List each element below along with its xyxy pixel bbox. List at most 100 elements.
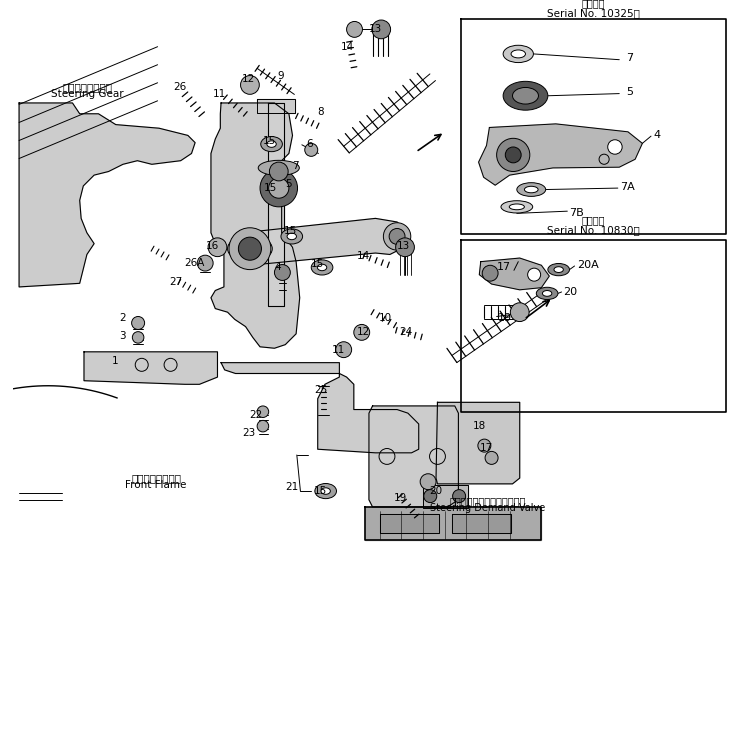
Text: 15: 15 xyxy=(283,226,297,236)
Polygon shape xyxy=(461,19,726,234)
Circle shape xyxy=(607,140,622,154)
Ellipse shape xyxy=(511,50,526,58)
Text: 11: 11 xyxy=(213,89,226,100)
Text: 20: 20 xyxy=(563,287,577,297)
Text: 18: 18 xyxy=(473,421,486,431)
Text: 1: 1 xyxy=(111,356,118,366)
Circle shape xyxy=(420,474,436,490)
Circle shape xyxy=(506,147,521,163)
Ellipse shape xyxy=(269,187,278,194)
Polygon shape xyxy=(423,485,468,509)
Text: 20: 20 xyxy=(429,486,443,496)
Polygon shape xyxy=(479,124,643,185)
Circle shape xyxy=(132,332,144,343)
Circle shape xyxy=(336,342,352,358)
Polygon shape xyxy=(211,103,300,348)
Polygon shape xyxy=(461,240,726,411)
Text: 5: 5 xyxy=(285,179,292,190)
Text: 13: 13 xyxy=(369,24,382,34)
Polygon shape xyxy=(221,362,419,453)
Polygon shape xyxy=(84,352,218,384)
Ellipse shape xyxy=(512,87,539,104)
Text: 26A: 26A xyxy=(184,258,204,268)
Text: 17: 17 xyxy=(480,443,493,453)
Circle shape xyxy=(384,223,411,250)
Polygon shape xyxy=(268,103,283,307)
Text: フロントフレーム: フロントフレーム xyxy=(131,473,181,483)
Polygon shape xyxy=(479,258,549,290)
Text: 7B: 7B xyxy=(568,208,583,217)
Circle shape xyxy=(346,21,363,37)
Text: 15: 15 xyxy=(310,259,324,269)
Circle shape xyxy=(257,420,269,432)
Text: 14: 14 xyxy=(340,42,354,52)
Text: 17: 17 xyxy=(497,263,511,272)
Ellipse shape xyxy=(317,264,327,271)
Ellipse shape xyxy=(503,45,533,62)
Ellipse shape xyxy=(238,241,262,256)
Text: 3: 3 xyxy=(119,331,126,341)
Text: 16: 16 xyxy=(206,241,219,251)
Circle shape xyxy=(229,228,271,269)
Text: 14: 14 xyxy=(358,251,370,261)
Ellipse shape xyxy=(227,236,272,262)
Ellipse shape xyxy=(315,484,337,498)
Text: 19: 19 xyxy=(393,493,407,504)
Text: 19: 19 xyxy=(498,313,512,323)
Circle shape xyxy=(269,162,288,181)
Text: 4: 4 xyxy=(274,263,280,272)
Circle shape xyxy=(482,265,498,281)
Text: 25: 25 xyxy=(314,385,327,395)
Text: 7: 7 xyxy=(292,162,298,171)
Text: 20A: 20A xyxy=(577,260,598,269)
Text: 2: 2 xyxy=(119,313,126,323)
Circle shape xyxy=(424,490,437,503)
Text: 8: 8 xyxy=(317,108,324,117)
Text: 13: 13 xyxy=(397,241,410,251)
Text: 23: 23 xyxy=(242,428,255,438)
Text: 9: 9 xyxy=(277,70,283,81)
Polygon shape xyxy=(257,100,295,113)
Polygon shape xyxy=(452,514,511,533)
Circle shape xyxy=(354,324,370,340)
Ellipse shape xyxy=(509,204,524,210)
Circle shape xyxy=(239,237,262,261)
Ellipse shape xyxy=(287,234,296,239)
Circle shape xyxy=(257,406,269,417)
Text: 21: 21 xyxy=(285,482,298,493)
Text: 15: 15 xyxy=(263,136,276,146)
Text: 15: 15 xyxy=(263,183,277,193)
Ellipse shape xyxy=(524,186,538,193)
Text: 22: 22 xyxy=(249,411,263,420)
Circle shape xyxy=(396,238,414,257)
Text: Steering Demand Valve: Steering Demand Valve xyxy=(430,504,545,513)
Text: 7: 7 xyxy=(627,53,634,62)
Ellipse shape xyxy=(501,201,533,213)
Ellipse shape xyxy=(281,229,303,244)
Circle shape xyxy=(275,264,290,280)
Polygon shape xyxy=(365,507,541,540)
Circle shape xyxy=(453,490,465,503)
Circle shape xyxy=(478,439,491,452)
Text: 7A: 7A xyxy=(620,182,635,192)
Text: ステアリングデマンドバルブ: ステアリングデマンドバルブ xyxy=(450,496,526,506)
Ellipse shape xyxy=(263,184,284,198)
Polygon shape xyxy=(236,218,408,265)
Circle shape xyxy=(197,255,213,271)
Text: 6: 6 xyxy=(307,139,313,149)
Text: 11: 11 xyxy=(332,345,346,355)
Text: Serial No. 10830～: Serial No. 10830～ xyxy=(547,225,640,236)
Text: 10: 10 xyxy=(379,313,392,323)
Text: ステアリングギヤ: ステアリングギヤ xyxy=(63,82,113,92)
Circle shape xyxy=(260,169,298,207)
Ellipse shape xyxy=(503,81,548,111)
Circle shape xyxy=(527,268,541,281)
Text: 4: 4 xyxy=(653,130,660,140)
Ellipse shape xyxy=(267,141,276,147)
Ellipse shape xyxy=(542,291,552,296)
Text: Serial No. 10325～: Serial No. 10325～ xyxy=(547,9,640,18)
Circle shape xyxy=(389,228,405,244)
Polygon shape xyxy=(436,403,520,484)
Ellipse shape xyxy=(517,183,546,196)
Circle shape xyxy=(372,20,390,39)
